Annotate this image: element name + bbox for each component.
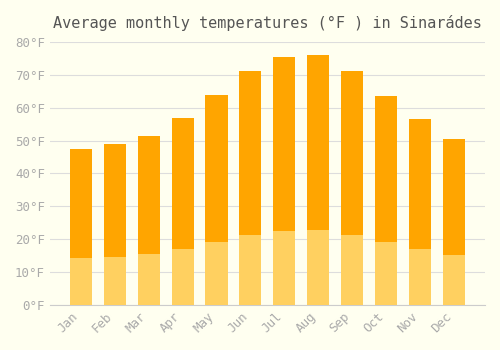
Bar: [308, 230, 330, 305]
Bar: [138, 136, 160, 305]
Bar: [375, 242, 398, 305]
Bar: [342, 71, 363, 305]
Bar: [274, 57, 295, 305]
Bar: [443, 255, 465, 305]
Bar: [104, 257, 126, 305]
Bar: [138, 254, 160, 305]
Bar: [308, 55, 330, 305]
Bar: [409, 119, 432, 305]
Bar: [375, 96, 398, 305]
Bar: [274, 231, 295, 305]
Bar: [206, 242, 228, 305]
Bar: [240, 235, 262, 305]
Bar: [70, 149, 92, 305]
Bar: [206, 94, 228, 305]
Bar: [342, 235, 363, 305]
Bar: [443, 139, 465, 305]
Bar: [409, 249, 432, 305]
Bar: [70, 258, 92, 305]
Title: Average monthly temperatures (°F ) in Sinarádes: Average monthly temperatures (°F ) in Si…: [53, 15, 482, 31]
Bar: [104, 144, 126, 305]
Bar: [172, 249, 194, 305]
Bar: [240, 71, 262, 305]
Bar: [172, 118, 194, 305]
